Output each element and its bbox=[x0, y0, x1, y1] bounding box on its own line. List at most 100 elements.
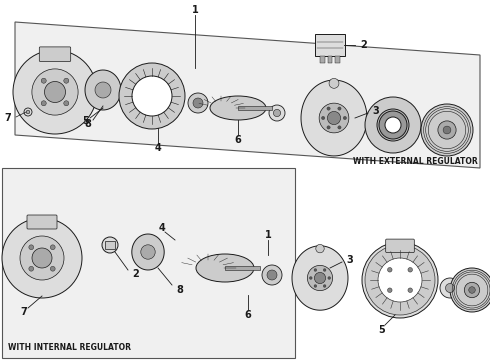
Circle shape bbox=[307, 265, 333, 291]
Circle shape bbox=[362, 242, 438, 318]
Circle shape bbox=[50, 245, 55, 249]
FancyBboxPatch shape bbox=[386, 239, 415, 252]
Circle shape bbox=[64, 101, 69, 106]
Text: 5: 5 bbox=[83, 116, 89, 126]
Circle shape bbox=[327, 107, 330, 110]
Circle shape bbox=[102, 237, 118, 253]
Polygon shape bbox=[15, 22, 480, 168]
Ellipse shape bbox=[210, 96, 266, 120]
Circle shape bbox=[388, 288, 392, 292]
Text: 3: 3 bbox=[372, 106, 379, 116]
Polygon shape bbox=[292, 246, 348, 310]
Bar bbox=[335, 56, 340, 63]
Circle shape bbox=[314, 269, 317, 271]
Text: 1: 1 bbox=[265, 230, 271, 240]
Text: 3: 3 bbox=[346, 255, 353, 265]
Circle shape bbox=[193, 98, 203, 108]
Circle shape bbox=[319, 103, 349, 133]
Circle shape bbox=[388, 267, 392, 272]
Text: 2: 2 bbox=[132, 269, 139, 279]
Bar bbox=[238, 106, 271, 110]
Bar bbox=[328, 56, 332, 63]
Circle shape bbox=[443, 126, 451, 134]
Text: 6: 6 bbox=[245, 310, 251, 320]
Bar bbox=[105, 241, 115, 249]
Circle shape bbox=[315, 273, 325, 284]
Text: WITH EXTERNAL REGULATOR: WITH EXTERNAL REGULATOR bbox=[353, 158, 478, 166]
Circle shape bbox=[13, 50, 97, 134]
Circle shape bbox=[329, 78, 339, 88]
Circle shape bbox=[365, 245, 435, 315]
Text: 8: 8 bbox=[85, 119, 92, 129]
Circle shape bbox=[379, 259, 421, 301]
Circle shape bbox=[316, 244, 324, 253]
Ellipse shape bbox=[196, 254, 254, 282]
Bar bbox=[320, 56, 324, 63]
Text: 8: 8 bbox=[176, 285, 183, 295]
Circle shape bbox=[408, 288, 413, 292]
Circle shape bbox=[309, 276, 312, 279]
Circle shape bbox=[469, 287, 475, 293]
Circle shape bbox=[41, 101, 46, 106]
Text: 2: 2 bbox=[360, 40, 367, 50]
Circle shape bbox=[445, 284, 455, 292]
Circle shape bbox=[119, 63, 185, 129]
Circle shape bbox=[32, 248, 52, 268]
Text: 6: 6 bbox=[235, 135, 242, 145]
Circle shape bbox=[262, 265, 282, 285]
Circle shape bbox=[328, 276, 331, 279]
Text: 5: 5 bbox=[379, 325, 385, 335]
Circle shape bbox=[45, 81, 66, 103]
Circle shape bbox=[32, 69, 78, 115]
Text: 7: 7 bbox=[4, 113, 11, 123]
Circle shape bbox=[24, 108, 32, 116]
Circle shape bbox=[269, 105, 285, 121]
Text: 4: 4 bbox=[155, 143, 161, 153]
Circle shape bbox=[323, 269, 326, 271]
Circle shape bbox=[132, 76, 172, 116]
Circle shape bbox=[50, 266, 55, 271]
Circle shape bbox=[95, 82, 111, 98]
FancyBboxPatch shape bbox=[27, 215, 57, 229]
Text: WITH INTERNAL REGULATOR: WITH INTERNAL REGULATOR bbox=[8, 343, 131, 352]
Circle shape bbox=[343, 116, 346, 120]
Circle shape bbox=[327, 111, 341, 125]
Circle shape bbox=[421, 104, 473, 156]
Text: 7: 7 bbox=[21, 307, 27, 317]
Text: 4: 4 bbox=[159, 223, 166, 233]
Circle shape bbox=[408, 267, 413, 272]
Circle shape bbox=[29, 245, 34, 249]
Circle shape bbox=[378, 258, 422, 302]
Circle shape bbox=[438, 121, 456, 139]
Circle shape bbox=[20, 236, 64, 280]
Circle shape bbox=[365, 97, 421, 153]
Circle shape bbox=[141, 245, 155, 259]
Circle shape bbox=[2, 218, 82, 298]
Circle shape bbox=[338, 107, 341, 110]
Circle shape bbox=[267, 270, 277, 280]
Circle shape bbox=[327, 126, 330, 129]
Circle shape bbox=[377, 109, 409, 141]
Circle shape bbox=[391, 270, 410, 289]
Text: 1: 1 bbox=[192, 5, 198, 15]
Circle shape bbox=[323, 285, 326, 287]
Circle shape bbox=[379, 111, 407, 139]
FancyBboxPatch shape bbox=[39, 47, 71, 62]
Bar bbox=[225, 266, 260, 270]
Circle shape bbox=[188, 93, 208, 113]
Circle shape bbox=[465, 282, 480, 298]
Polygon shape bbox=[85, 70, 121, 110]
Circle shape bbox=[440, 278, 460, 298]
Circle shape bbox=[314, 285, 317, 287]
Circle shape bbox=[385, 117, 401, 133]
Polygon shape bbox=[301, 80, 367, 156]
Circle shape bbox=[29, 266, 34, 271]
Circle shape bbox=[26, 110, 30, 114]
Circle shape bbox=[450, 268, 490, 312]
Polygon shape bbox=[2, 168, 295, 358]
Circle shape bbox=[64, 78, 69, 83]
Circle shape bbox=[321, 116, 325, 120]
Bar bbox=[315, 34, 345, 56]
Circle shape bbox=[338, 126, 341, 129]
Polygon shape bbox=[132, 234, 164, 270]
